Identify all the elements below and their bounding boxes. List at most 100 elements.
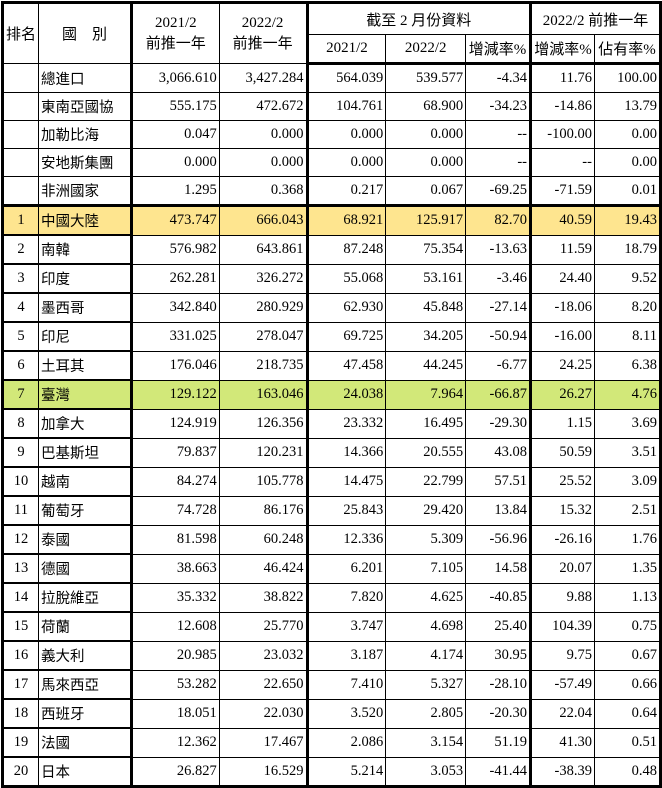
prev-2021-cell: 3,066.610 (129, 63, 220, 93)
prev-change-cell: 26.27 (529, 379, 595, 410)
prev-share-cell: 2.51 (593, 495, 662, 526)
country-name-cell: 越南 (38, 466, 132, 497)
prev-change-cell: 11.59 (529, 234, 595, 265)
summary-row: 非洲國家 1.295 0.368 0.217 0.067 -69.25 -71.59 0.01 (1, 176, 662, 206)
header-ytd-change: 增減率% (465, 34, 532, 65)
ytd-2022-cell: 125.917 (385, 204, 467, 236)
prev-2021-cell: 576.982 (129, 234, 220, 265)
table-row: 17 馬來西亞 53.282 22.650 7.410 5.327 -28.10 -57.49… (1, 669, 662, 700)
prev-change-cell: 104.39 (529, 611, 595, 642)
rank-cell: 1 (1, 204, 40, 236)
table-row: 4 墨西哥 342.840 280.929 62.930 45.848 -27.14 -18.… (1, 292, 662, 323)
prev-2021-cell: 12.608 (129, 611, 220, 642)
header-ytd-2022: 2022/2 (385, 34, 467, 65)
prev-2022-cell: 163.046 (218, 379, 308, 410)
country-name-cell: 加拿大 (38, 408, 132, 439)
prev-change-cell: 50.59 (529, 437, 595, 468)
ytd-change-cell: -56.96 (465, 524, 532, 555)
ytd-2021-cell: 47.458 (305, 350, 387, 381)
rank-cell: 2 (1, 234, 40, 265)
header-prev-group: 2022/2 前推一年 (529, 2, 661, 35)
country-name-cell: 南韓 (38, 234, 132, 265)
prev-share-cell: 0.00 (593, 120, 662, 149)
prev-2022-cell: 0.000 (218, 148, 308, 177)
ytd-2021-cell: 564.039 (305, 63, 387, 93)
ytd-change-cell: 57.51 (465, 466, 532, 497)
ytd-2022-cell: 20.555 (385, 437, 467, 468)
table-row: 18 西班牙 18.051 22.030 3.520 2.805 -20.30 22.04 0.… (1, 698, 662, 729)
ytd-2022-cell: 4.625 (385, 582, 467, 613)
prev-2022-cell: 46.424 (218, 553, 308, 584)
prev-2021-cell: 26.827 (129, 756, 220, 787)
country-name-cell: 泰國 (38, 524, 132, 555)
prev-2021-cell: 84.274 (129, 466, 220, 497)
ytd-2021-cell: 55.068 (305, 263, 387, 294)
header-prev-change: 增減率% (529, 34, 595, 65)
prev-2022-cell: 17.467 (218, 727, 308, 758)
ytd-2022-cell: 4.698 (385, 611, 467, 642)
table-row: 20 日本 26.827 16.529 5.214 3.053 -41.44 -38.39 0.… (1, 756, 662, 788)
header-ytd-group: 截至 2 月份資料 (305, 2, 532, 35)
ytd-change-cell: -13.63 (465, 234, 532, 265)
prev-2022-cell: 16.529 (218, 756, 308, 787)
ytd-change-cell: -- (465, 120, 532, 149)
ytd-2021-cell: 14.366 (305, 437, 387, 468)
ytd-2022-cell: 0.067 (385, 176, 467, 206)
prev-2021-cell: 0.047 (129, 120, 220, 149)
ytd-2021-cell: 7.410 (305, 669, 387, 700)
table-row: 15 荷蘭 12.608 25.770 3.747 4.698 25.40 104.39 0.7… (1, 611, 662, 642)
header-prev-share: 佔有率% (593, 34, 662, 65)
ytd-2022-cell: 44.245 (385, 350, 467, 381)
prev-2022-cell: 60.248 (218, 524, 308, 555)
ytd-2022-cell: 0.000 (385, 120, 467, 149)
ytd-change-cell: -28.10 (465, 669, 532, 700)
ytd-change-cell: 82.70 (465, 204, 532, 236)
prev-share-cell: 3.69 (593, 408, 662, 439)
ytd-2021-cell: 3.520 (305, 698, 387, 729)
ytd-2021-cell: 23.332 (305, 408, 387, 439)
ytd-2021-cell: 69.725 (305, 321, 387, 352)
prev-2021-cell: 176.046 (129, 350, 220, 381)
prev-share-cell: 8.20 (593, 292, 662, 323)
ytd-2022-cell: 3.154 (385, 727, 467, 758)
ytd-2022-cell: 53.161 (385, 263, 467, 294)
country-name-cell: 安地斯集團 (38, 148, 132, 177)
table-row: 12 泰國 81.598 60.248 12.336 5.309 -56.96 -26.16 1… (1, 524, 662, 555)
prev-2021-cell: 18.051 (129, 698, 220, 729)
prev-2022-cell: 120.231 (218, 437, 308, 468)
ytd-2021-cell: 104.761 (305, 92, 387, 121)
table-row: 9 巴基斯坦 79.837 120.231 14.366 20.555 43.08 50.59… (1, 437, 662, 468)
ytd-change-cell: -27.14 (465, 292, 532, 323)
ytd-change-cell: 13.84 (465, 495, 532, 526)
rank-cell: 6 (1, 350, 40, 381)
ytd-change-cell: -29.30 (465, 408, 532, 439)
ytd-2021-cell: 7.820 (305, 582, 387, 613)
summary-row: 東南亞國協 555.175 472.672 104.761 68.900 -34.23 -1… (1, 92, 662, 121)
prev-2021-cell: 0.000 (129, 148, 220, 177)
prev-change-cell: 22.04 (529, 698, 595, 729)
header-2021-prev-label: 前推一年 (145, 35, 206, 52)
rank-cell (1, 92, 40, 121)
country-name-cell: 法國 (38, 727, 132, 758)
rank-cell: 18 (1, 698, 40, 729)
prev-2022-cell: 278.047 (218, 321, 308, 352)
rank-cell: 19 (1, 727, 40, 758)
table-row: 13 德國 38.663 46.424 6.201 7.105 14.58 20.07 1.35 (1, 553, 662, 584)
prev-2021-cell: 124.919 (129, 408, 220, 439)
rank-cell: 3 (1, 263, 40, 294)
prev-2022-cell: 0.368 (218, 176, 308, 206)
prev-change-cell: -- (529, 148, 595, 177)
country-name-cell: 墨西哥 (38, 292, 132, 323)
prev-share-cell: 1.76 (593, 524, 662, 555)
ytd-change-cell: 14.58 (465, 553, 532, 584)
country-name-cell: 總進口 (38, 63, 132, 93)
ytd-2022-cell: 539.577 (385, 63, 467, 93)
prev-2022-cell: 472.672 (218, 92, 308, 121)
ytd-2021-cell: 3.747 (305, 611, 387, 642)
prev-share-cell: 1.35 (593, 553, 662, 584)
prev-change-cell: -38.39 (529, 756, 595, 787)
prev-change-cell: -16.00 (529, 321, 595, 352)
country-name-cell: 荷蘭 (38, 611, 132, 642)
ytd-change-cell: -20.30 (465, 698, 532, 729)
ytd-change-cell: 51.19 (465, 727, 532, 758)
